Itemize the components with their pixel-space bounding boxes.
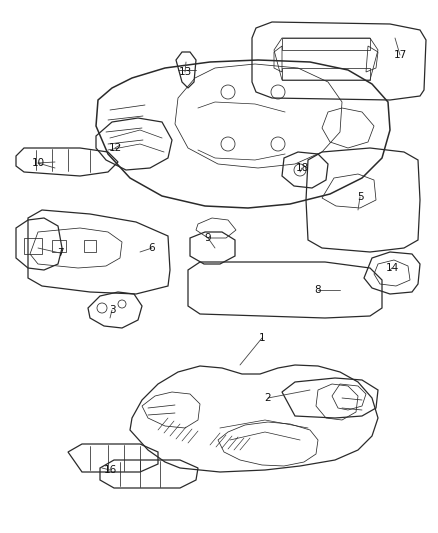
Text: 6: 6 (148, 243, 155, 253)
Text: 7: 7 (57, 248, 64, 258)
Text: 10: 10 (32, 158, 45, 168)
Text: 16: 16 (103, 465, 117, 475)
Text: 12: 12 (108, 143, 122, 153)
Text: 1: 1 (259, 333, 265, 343)
Text: 9: 9 (205, 233, 211, 243)
Text: 13: 13 (178, 67, 192, 77)
Text: 14: 14 (385, 263, 399, 273)
Text: 2: 2 (265, 393, 271, 403)
Text: 17: 17 (393, 50, 406, 60)
Text: 8: 8 (314, 285, 321, 295)
Bar (24, 238, 42, 254)
Text: 3: 3 (109, 305, 115, 315)
Bar (52, 240, 66, 252)
Text: 18: 18 (295, 163, 309, 173)
Bar (84, 240, 96, 252)
Text: 5: 5 (357, 192, 363, 202)
